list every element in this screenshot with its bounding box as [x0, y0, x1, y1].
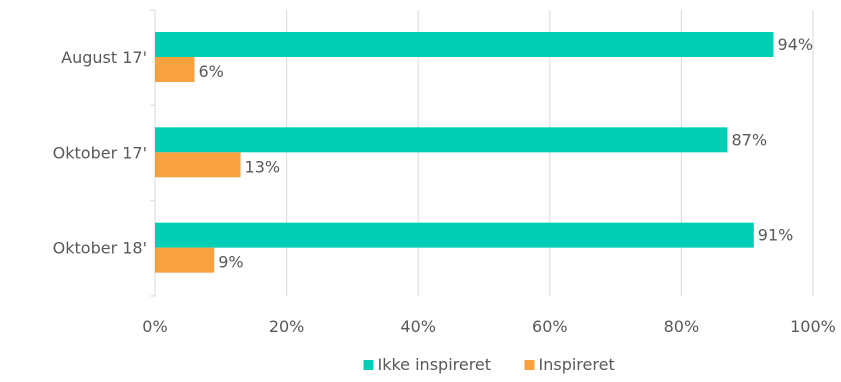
x-tick-label: 100%	[790, 317, 836, 336]
data-label: 6%	[198, 62, 223, 81]
bar	[155, 57, 195, 82]
data-label: 87%	[731, 130, 767, 149]
category-label: Oktober 17'	[53, 143, 147, 162]
category-label: August 17'	[61, 48, 147, 67]
legend-label: Ikke inspireret	[378, 355, 492, 374]
category-label: Oktober 18'	[53, 239, 147, 258]
data-label: 9%	[218, 253, 243, 272]
legend-swatch	[524, 360, 535, 370]
category-axis	[150, 9, 156, 297]
data-label: 94%	[778, 35, 814, 54]
gridlines	[286, 10, 814, 296]
x-tick-label: 80%	[664, 317, 700, 336]
bar	[155, 32, 774, 57]
bar	[155, 152, 241, 178]
data-label: 91%	[758, 226, 794, 245]
legend: Ikke inspireret Inspireret	[363, 355, 615, 374]
category-labels: August 17' Oktober 17' Oktober 18'	[53, 48, 147, 258]
x-tick-label: 0%	[142, 317, 167, 336]
x-tick-label: 20%	[269, 317, 305, 336]
bar	[155, 127, 728, 153]
data-label: 13%	[245, 157, 281, 176]
x-tick-label: 60%	[532, 317, 568, 336]
bar	[155, 247, 215, 273]
x-tick-labels: 0% 20% 40% 60% 80% 100%	[142, 317, 836, 336]
legend-swatch	[363, 360, 374, 370]
bars	[155, 32, 774, 273]
data-labels: 94% 6% 87% 13% 91% 9%	[198, 35, 813, 272]
x-tick-label: 40%	[400, 317, 436, 336]
bar	[155, 222, 754, 248]
legend-label: Inspireret	[539, 355, 615, 374]
